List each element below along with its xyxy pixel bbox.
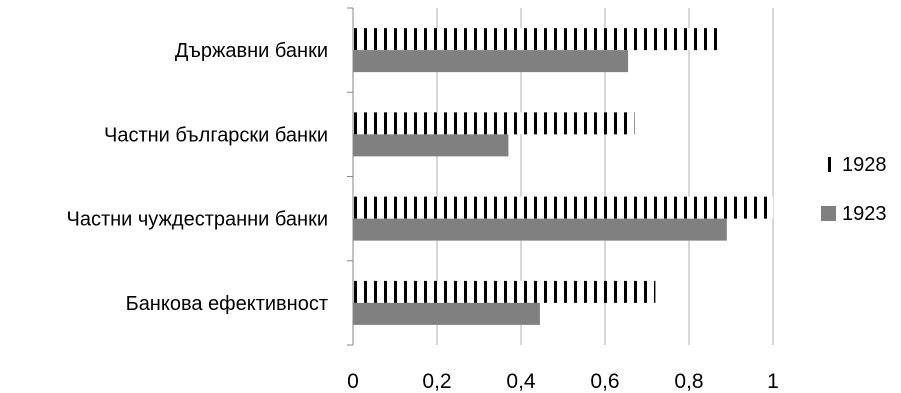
category-label: Частни чуждестранни банки xyxy=(66,209,328,231)
bar-1923 xyxy=(353,302,540,325)
bar-1928 xyxy=(353,280,656,303)
x-tick-label: 0,2 xyxy=(422,370,451,393)
x-tick-label: 1 xyxy=(767,370,779,393)
category-label: Държавни банки xyxy=(175,40,328,62)
bar-1928 xyxy=(353,28,721,51)
legend: 1928 1923 xyxy=(821,154,887,225)
bar-1923 xyxy=(353,134,509,157)
x-tick-label: 0,6 xyxy=(590,370,619,393)
bar-1923 xyxy=(353,50,629,73)
bar-1923 xyxy=(353,218,727,241)
bar-1928 xyxy=(353,196,773,219)
legend-label: 1923 xyxy=(842,203,887,225)
bar-1928 xyxy=(353,112,635,135)
axes xyxy=(347,7,354,346)
legend-swatch-1923 xyxy=(821,206,836,221)
category-labels: Държавни банки Частни български банки Част… xyxy=(66,40,328,315)
category-label: Частни български банки xyxy=(104,124,328,146)
category-label: Банкова ефективност xyxy=(126,293,328,315)
legend-label: 1928 xyxy=(842,154,887,176)
legend-swatch-1928 xyxy=(828,157,831,172)
bars xyxy=(353,28,773,325)
tick-labels: 0 0,2 0,4 0,6 0,8 1 xyxy=(347,370,779,393)
x-tick-label: 0 xyxy=(347,370,359,393)
x-tick-label: 0,4 xyxy=(506,370,536,393)
x-tick-label: 0,8 xyxy=(674,370,703,393)
